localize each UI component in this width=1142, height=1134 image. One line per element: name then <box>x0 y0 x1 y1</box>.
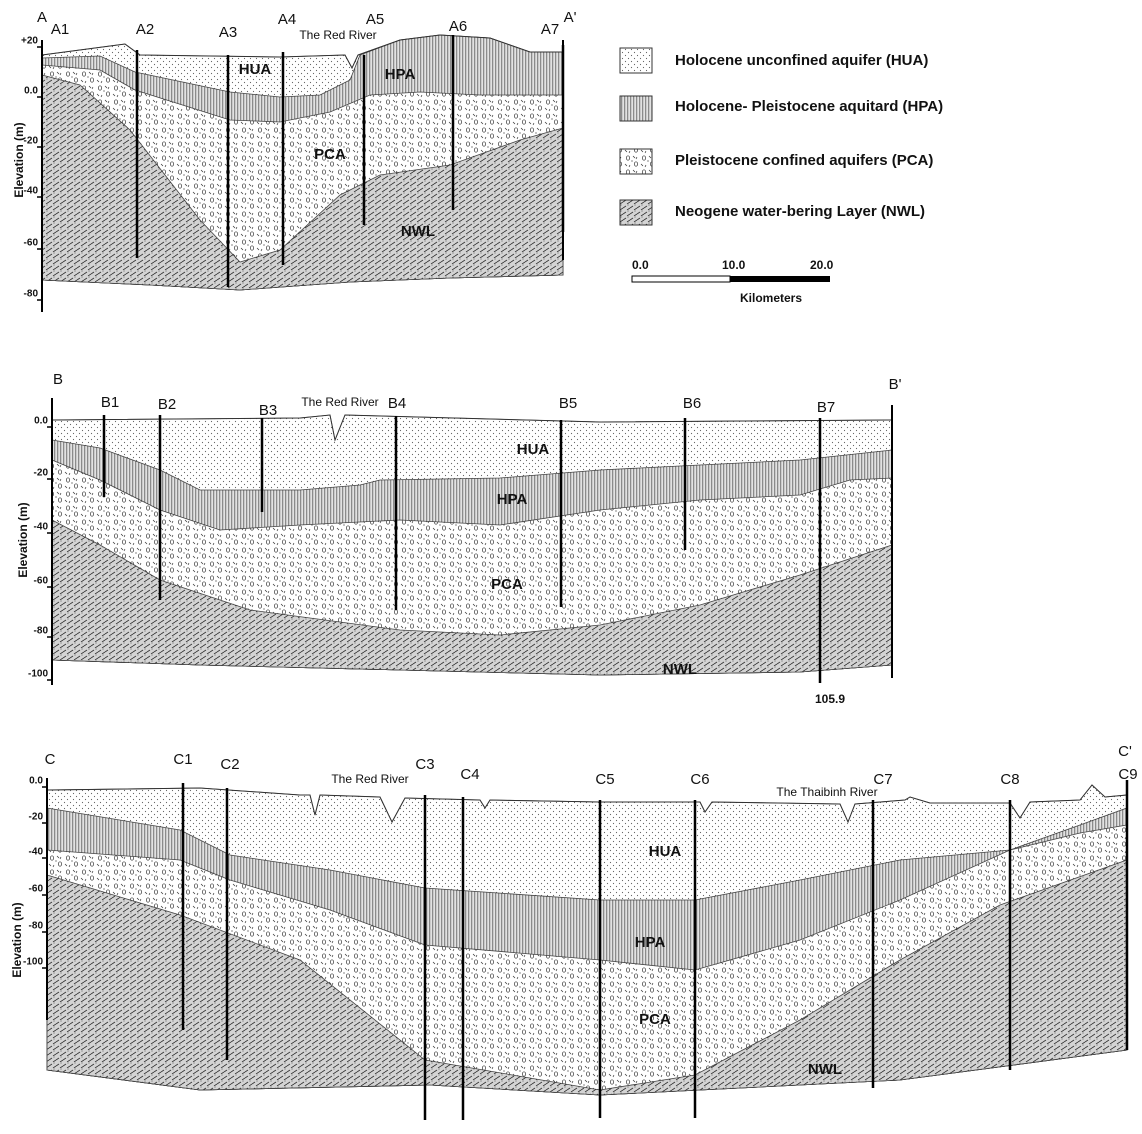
depth-label: 105.9 <box>815 692 845 706</box>
scale-segment <box>730 276 830 282</box>
scale-tick: 10.0 <box>722 258 746 272</box>
y-tick-label: -20 <box>29 812 44 823</box>
y-tick-label: -80 <box>29 921 44 932</box>
layer-label: HUA <box>517 441 550 458</box>
y-tick-label: +20 <box>21 36 38 47</box>
borehole-label: B6 <box>683 395 701 412</box>
layer-label: HPA <box>635 934 666 951</box>
borehole-label: C8 <box>1000 771 1019 788</box>
borehole-label: B4 <box>388 395 406 412</box>
layer-label: NWL <box>808 1061 842 1078</box>
borehole-label: C9 <box>1118 766 1137 783</box>
section-end: C' <box>1118 743 1132 760</box>
borehole-label: A7 <box>541 21 559 38</box>
borehole-label: A1 <box>51 21 69 38</box>
river-label: The Red River <box>301 395 378 409</box>
legend-swatch <box>619 47 653 74</box>
borehole-label: A4 <box>278 11 296 28</box>
legend-label: Holocene- Pleistocene aquitard (HPA) <box>675 98 943 115</box>
borehole-label: C1 <box>173 751 192 768</box>
borehole-label: C4 <box>460 766 479 783</box>
layer-label: HPA <box>385 66 416 83</box>
layer-label: PCA <box>639 1011 671 1028</box>
layer-label: HPA <box>497 491 528 508</box>
scale-bar: 0.0 10.0 20.0 Kilometers <box>631 258 834 305</box>
layer-label: NWL <box>663 661 697 678</box>
y-tick-label: -40 <box>34 522 49 533</box>
y-tick-label: -20 <box>34 468 49 479</box>
river-label: The Thaibinh River <box>776 785 877 799</box>
borehole-label: C3 <box>415 756 434 773</box>
legend-swatch <box>619 199 653 226</box>
y-tick-label: -80 <box>34 626 49 637</box>
borehole-label: B2 <box>158 396 176 413</box>
section-start: C <box>45 751 56 768</box>
legend-label: Neogene water-bering Layer (NWL) <box>675 203 925 220</box>
y-tick-label: -60 <box>24 238 39 249</box>
layer-3 <box>51 519 893 676</box>
cross-section: +20 0.0 -20 -40 -60 -80 Elevation (m) A A' A1 A2 A3… <box>12 9 577 312</box>
ground-surface <box>41 34 563 70</box>
y-tick-label: 0.0 <box>34 416 48 427</box>
borehole-label: A2 <box>136 21 154 38</box>
layer-label: NWL <box>401 223 435 240</box>
ground-surface <box>51 414 893 442</box>
borehole-label: B3 <box>259 402 277 419</box>
y-tick-label: 0.0 <box>29 776 43 787</box>
layer-label: HUA <box>649 843 682 860</box>
borehole-label: B5 <box>559 395 577 412</box>
layer-label: PCA <box>314 146 346 163</box>
section-start: A <box>37 9 47 26</box>
borehole-label: A6 <box>449 18 467 35</box>
legend-label: Pleistocene confined aquifers (PCA) <box>675 152 933 169</box>
borehole-label: C7 <box>873 771 892 788</box>
scale-tick: 20.0 <box>810 258 834 272</box>
layer-label: HUA <box>239 61 272 78</box>
borehole-label: C2 <box>220 756 239 773</box>
y-tick-label: -40 <box>24 186 39 197</box>
legend: Holocene unconfined aquifer (HUA) Holoce… <box>619 47 943 226</box>
y-tick-label: -60 <box>29 884 44 895</box>
section-end: A' <box>564 9 577 26</box>
y-axis-label: Elevation (m) <box>12 122 26 197</box>
borehole-label: C5 <box>595 771 614 788</box>
borehole-label: C6 <box>690 771 709 788</box>
y-tick-label: -80 <box>24 289 39 300</box>
y-axis-label: Elevation (m) <box>16 502 30 577</box>
scale-unit: Kilometers <box>740 291 802 305</box>
scale-tick: 0.0 <box>632 258 649 272</box>
ground-surface <box>46 784 1128 824</box>
borehole-label: B7 <box>817 399 835 416</box>
y-tick-label: -100 <box>28 669 48 680</box>
y-axis-label: Elevation (m) <box>10 902 24 977</box>
y-tick-label: -60 <box>34 576 49 587</box>
river-label: The Red River <box>299 28 376 42</box>
borehole-label: A5 <box>366 11 384 28</box>
layer-label: PCA <box>491 576 523 593</box>
borehole-label: B1 <box>101 394 119 411</box>
y-tick-label: 0.0 <box>24 86 38 97</box>
y-tick-label: -20 <box>24 136 39 147</box>
river-label: The Red River <box>331 772 408 786</box>
section-end: B' <box>889 376 902 393</box>
legend-swatch <box>619 95 653 122</box>
borehole-label: A3 <box>219 24 237 41</box>
y-tick-label: -100 <box>23 957 43 968</box>
layer-3 <box>41 74 564 291</box>
cross-section: 0.0 -20 -40 -60 -80 -100 Elevation (m) B B' B1 B2 B… <box>16 371 901 706</box>
legend-label: Holocene unconfined aquifer (HUA) <box>675 52 928 69</box>
layer-3 <box>46 859 1128 1096</box>
section-start: B <box>53 371 63 388</box>
scale-segment <box>631 275 731 283</box>
y-tick-label: -40 <box>29 847 44 858</box>
legend-swatch <box>619 148 653 175</box>
